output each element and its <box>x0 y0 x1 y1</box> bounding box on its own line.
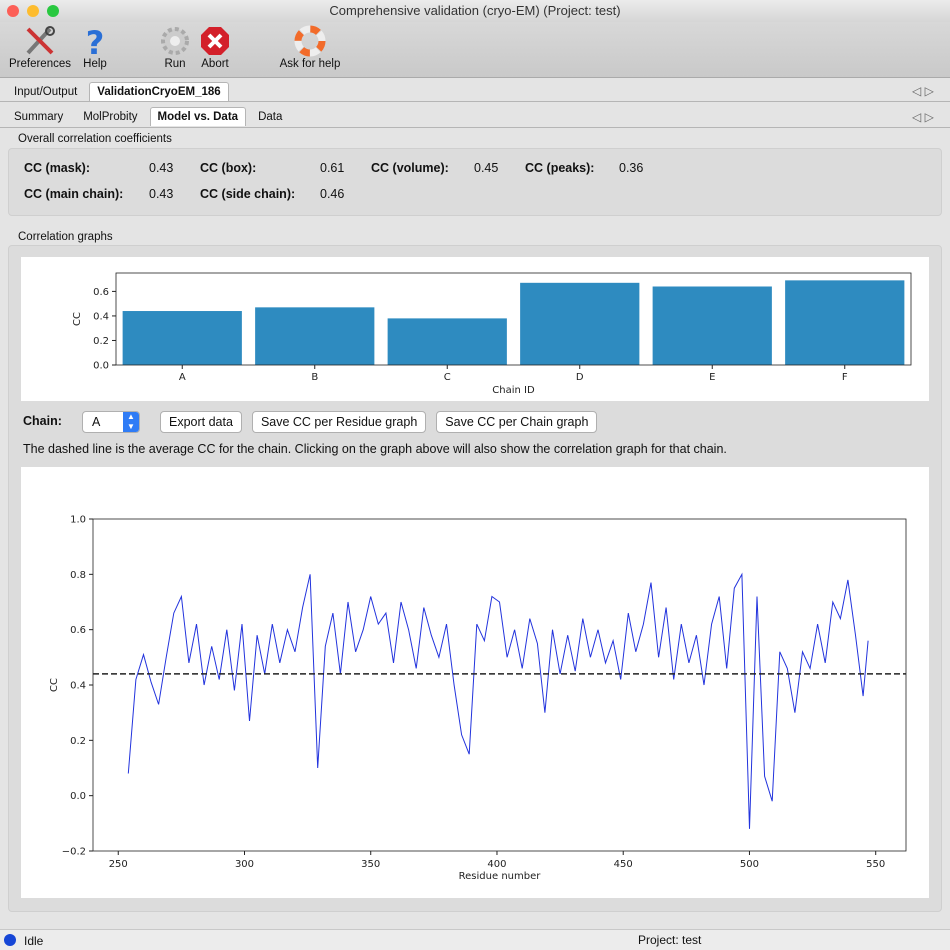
run-button[interactable]: Run <box>135 22 215 70</box>
status-light <box>4 934 16 946</box>
cc-value: 0.43 <box>149 161 174 175</box>
y-tick-label: 1.0 <box>70 515 86 526</box>
cc-value: 0.61 <box>320 161 345 175</box>
y-axis-label: CC <box>49 678 60 692</box>
cc-label: CC (box): <box>200 161 257 175</box>
status-state: Idle <box>24 934 44 948</box>
chain-select[interactable]: A ▲ ▼ <box>82 411 140 433</box>
tab[interactable]: ValidationCryoEM_186 <box>89 82 229 101</box>
main-tabs: Input/Output ValidationCryoEM_186 <box>6 82 229 101</box>
chain-label: Chain: <box>23 414 62 428</box>
button[interactable]: Save CC per Chain graph <box>436 411 598 433</box>
tab[interactable]: Data <box>258 111 283 123</box>
y-tick-label: 0.6 <box>93 287 109 298</box>
x-tick-label: 550 <box>866 859 885 870</box>
tab-scroll[interactable]: ◁ ▷ <box>912 84 934 98</box>
toolbar-label: Ask for help <box>279 58 341 70</box>
sub-tabs: Summary MolProbity Model vs. Data Data <box>6 107 290 126</box>
x-tick-label: 450 <box>614 859 633 870</box>
x-tick-label: 500 <box>740 859 759 870</box>
y-tick-label: 0.4 <box>93 311 109 322</box>
abort-button[interactable]: Abort <box>175 22 255 70</box>
y-tick-label: 0.0 <box>70 791 86 802</box>
x-tick-label: 350 <box>361 859 380 870</box>
cc-label: CC (side chain): <box>200 187 296 201</box>
tab[interactable]: Model vs. Data <box>149 107 247 126</box>
bar <box>255 307 375 365</box>
cc-label: CC (peaks): <box>525 161 595 175</box>
cc-value: 0.43 <box>149 187 174 201</box>
tab-scroll[interactable]: ◁ ▷ <box>912 110 934 124</box>
svg-text:?: ? <box>86 25 105 57</box>
cc-label: CC (volume): <box>371 161 449 175</box>
bar <box>520 282 640 365</box>
y-tick-label: 0.6 <box>70 625 86 636</box>
plot-frame <box>115 272 912 366</box>
tab[interactable]: Summary <box>14 111 64 123</box>
status-project: Project: test <box>638 933 702 947</box>
residue-chart: −0.2 0.0 0.2 0.4 0.6 0.8 1.0 CC Residue number 25… <box>21 467 929 898</box>
toolbar-label: Preferences <box>8 58 71 70</box>
toolbar-label: Help <box>83 58 107 70</box>
cc-label: CC (mask): <box>24 161 90 175</box>
help-button[interactable]: ? Help <box>55 22 135 70</box>
cc-value: 0.36 <box>619 161 644 175</box>
x-tick-label: F <box>842 372 848 383</box>
bar <box>785 280 905 365</box>
cc-label: CC (main chain): <box>24 187 124 201</box>
toolbar: Preferences ? Help Run Abort Ask for help <box>0 22 950 78</box>
section-heading: Overall correlation coefficients <box>18 133 172 145</box>
button[interactable]: Save CC per Residue graph <box>251 411 427 433</box>
bar <box>122 311 242 365</box>
x-tick-label: 300 <box>235 859 254 870</box>
x-tick-label: C <box>444 372 451 383</box>
x-tick-label: D <box>576 372 584 383</box>
x-tick-label: B <box>311 372 318 383</box>
y-tick-label: 0.0 <box>93 361 109 372</box>
bar <box>387 318 507 365</box>
cc-line <box>127 572 869 829</box>
status-bar: Idle Project: test <box>0 929 950 950</box>
cc-value: 0.45 <box>474 161 499 175</box>
plot-frame <box>92 518 907 852</box>
ask-help-button[interactable]: Ask for help <box>270 22 350 70</box>
bar <box>652 286 772 365</box>
x-axis-label: Residue number <box>459 871 542 882</box>
y-tick-label: 0.2 <box>93 336 109 347</box>
x-tick-label: E <box>709 372 715 383</box>
x-axis-label: Chain ID <box>492 385 535 396</box>
y-tick-label: 0.8 <box>70 570 86 581</box>
x-tick-label: 250 <box>109 859 128 870</box>
toolbar-label: Abort <box>201 58 229 70</box>
y-tick-label: −0.2 <box>62 847 86 858</box>
y-tick-label: 0.4 <box>70 681 86 692</box>
title-bar: Comprehensive validation (cryo-EM) (Proj… <box>0 0 950 22</box>
overall-group: CC (mask): 0.43 CC (box): 0.61 CC (volume): 0… <box>8 148 942 216</box>
cc-value: 0.46 <box>320 187 345 201</box>
tab[interactable]: Input/Output <box>14 86 78 98</box>
button-row: Export data Save CC per Residue graph Save… <box>160 411 598 433</box>
y-tick-label: 0.2 <box>70 736 86 747</box>
chain-value: A <box>92 415 101 429</box>
note: The dashed line is the average CC for th… <box>23 442 727 456</box>
toolbar-label: Run <box>164 58 186 70</box>
window-title: Comprehensive validation (cryo-EM) (Proj… <box>329 3 621 18</box>
chain-chart[interactable]: 0.0 0.2 0.4 0.6 CC Chain ID A B C D E F <box>21 257 929 401</box>
window-controls[interactable] <box>6 4 66 18</box>
y-axis-label: CC <box>72 312 83 326</box>
button[interactable]: Export data <box>160 411 242 433</box>
preferences-button[interactable]: Preferences <box>0 22 80 70</box>
tab[interactable]: MolProbity <box>83 111 138 123</box>
x-tick-label: 400 <box>487 859 506 870</box>
section-heading: Correlation graphs <box>18 231 113 243</box>
x-tick-label: A <box>179 372 186 383</box>
